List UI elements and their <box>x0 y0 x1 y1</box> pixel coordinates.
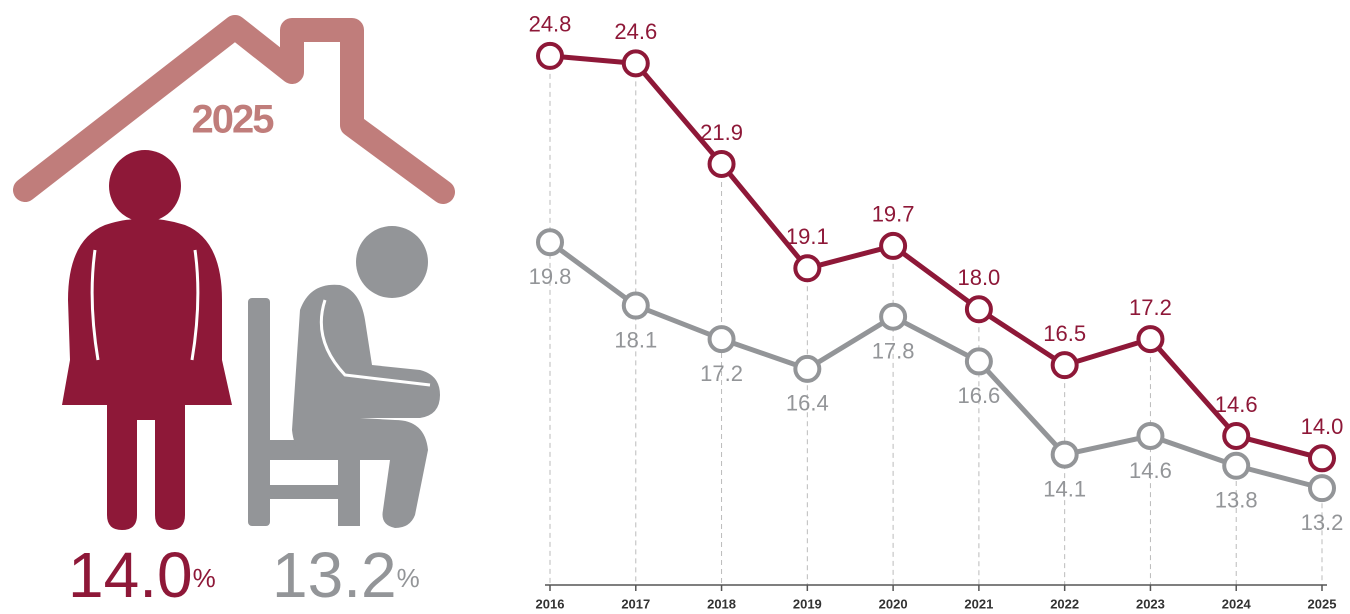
data-label: 14.1 <box>1043 476 1086 501</box>
data-label: 17.2 <box>700 361 743 386</box>
house-year: 2025 <box>192 98 275 142</box>
point <box>793 254 822 283</box>
point <box>1136 421 1165 450</box>
highlight-unit: % <box>193 563 216 593</box>
highlight-value: 13.2% <box>272 539 420 611</box>
series-line <box>549 53 1323 461</box>
data-label: 19.8 <box>529 264 572 289</box>
data-label: 19.7 <box>872 202 915 227</box>
x-tick-label: 2024 <box>1222 596 1252 611</box>
point <box>964 295 993 324</box>
data-label: 14.6 <box>1129 458 1172 483</box>
point <box>536 41 564 70</box>
point <box>879 231 908 260</box>
data-label: 16.4 <box>786 391 829 416</box>
point <box>879 302 908 331</box>
point <box>793 354 822 383</box>
point <box>1222 421 1251 450</box>
x-tick-label: 2017 <box>621 596 650 611</box>
point <box>707 325 736 354</box>
x-tick-label: 2022 <box>1050 596 1079 611</box>
point <box>1308 444 1336 473</box>
data-label: 17.2 <box>1129 295 1172 320</box>
series-line <box>548 240 1323 491</box>
data-label: 16.5 <box>1043 321 1086 346</box>
x-tick-label: 2018 <box>707 596 736 611</box>
point <box>964 347 993 376</box>
point <box>1222 451 1251 480</box>
x-tick-label: 2021 <box>964 596 993 611</box>
data-label: 19.1 <box>786 224 829 249</box>
data-label: 18.0 <box>957 265 1000 290</box>
point <box>536 228 564 257</box>
line-chart: 2016 2017 2018 2019 2020 2021 2022 2023 2024 2025… <box>529 12 1344 612</box>
data-label: 24.8 <box>529 12 572 37</box>
woman-icon <box>62 150 232 530</box>
point <box>1308 474 1336 503</box>
data-label: 17.8 <box>872 339 915 364</box>
point <box>1050 440 1079 469</box>
x-tick-label: 2025 <box>1308 596 1337 611</box>
data-label: 14.6 <box>1215 392 1258 417</box>
data-label: 13.8 <box>1215 488 1258 513</box>
data-label: 21.9 <box>700 120 743 145</box>
house-roof <box>13 15 455 204</box>
highlight-value: 14.0% <box>68 539 216 611</box>
highlight-unit: % <box>397 563 420 593</box>
man-icon <box>248 226 440 528</box>
data-label: 18.1 <box>614 327 657 352</box>
data-label: 13.2 <box>1301 510 1344 535</box>
point <box>621 291 650 320</box>
data-label: 14.0 <box>1301 414 1344 439</box>
point <box>1050 351 1079 380</box>
x-tick-label: 2020 <box>879 596 908 611</box>
point <box>707 149 736 178</box>
data-label: 24.6 <box>614 19 657 44</box>
data-label: 16.6 <box>957 383 1000 408</box>
highlight-number: 13.2 <box>272 539 397 611</box>
x-tick-label: 2019 <box>793 596 822 611</box>
highlight-number: 14.0 <box>68 539 193 611</box>
x-tick-label: 2023 <box>1136 596 1165 611</box>
point <box>1136 325 1165 354</box>
point <box>621 49 650 78</box>
x-tick-label: 2016 <box>536 596 565 611</box>
